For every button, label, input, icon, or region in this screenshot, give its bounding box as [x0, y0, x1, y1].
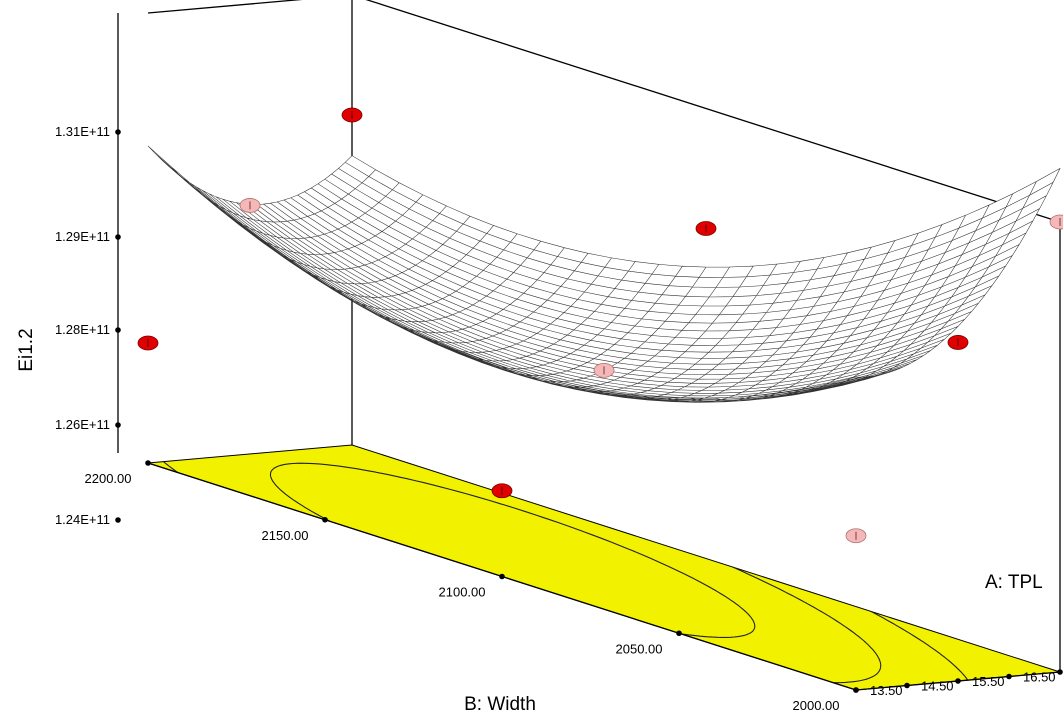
design-point-9 [1049, 214, 1063, 230]
surface-grid [147, 145, 1061, 403]
y-tick-mark-4 [1006, 673, 1012, 680]
z-tick-mark-4 [115, 234, 121, 240]
y-tick-mark-2 [904, 682, 910, 689]
contour-floor [147, 444, 1061, 691]
x-tick-mark-4 [676, 630, 682, 637]
x-tick-mark-3 [499, 573, 505, 580]
y-tick-label-3: 15.50 [972, 674, 1005, 689]
z-tick-label-5: 1.31E+11 [55, 124, 110, 139]
z-tick-label-1: 1.24E+11 [55, 512, 110, 527]
x-tick-mark-2 [322, 516, 328, 523]
z-tick-mark-3 [115, 327, 121, 333]
y-tick-mark-5 [1057, 669, 1063, 675]
x-tick-label-4: 2050.00 [616, 641, 663, 656]
y-tick-mark-3 [955, 678, 961, 684]
z-tick-mark-2 [115, 422, 121, 428]
z-tick-label-3: 1.28E+11 [55, 322, 110, 337]
y-tick-label-4: 16.50 [1023, 670, 1056, 685]
y-tick-label-2: 14.50 [921, 679, 954, 694]
z-tick-mark-1 [115, 517, 121, 523]
y-tick-mark-1 [853, 687, 859, 693]
z-tick-mark-5 [115, 129, 121, 135]
x-axis-title: B: Width [464, 694, 536, 715]
x-tick-mark-1 [145, 460, 151, 466]
floor-contours [163, 461, 969, 684]
design-points-above [137, 107, 969, 499]
surface-mesh [147, 145, 1063, 544]
z-tick-label-2: 1.26E+11 [55, 417, 110, 432]
y-axis-title: A: TPL [985, 572, 1043, 593]
x-tick-label-5: 2000.00 [793, 698, 840, 713]
x-tick-label-3: 2100.00 [439, 585, 486, 600]
contour-line-3 [269, 462, 756, 638]
z-axis-title: Ei1.2 [16, 328, 37, 371]
contour-line-5 [870, 611, 969, 681]
x-tick-label-1: 2200.00 [85, 471, 132, 486]
contour-line-4 [163, 461, 882, 684]
y-tick-label-1: 13.50 [870, 683, 903, 698]
x-tick-label-2: 2150.00 [262, 528, 309, 543]
z-tick-label-4: 1.29E+11 [55, 229, 110, 244]
